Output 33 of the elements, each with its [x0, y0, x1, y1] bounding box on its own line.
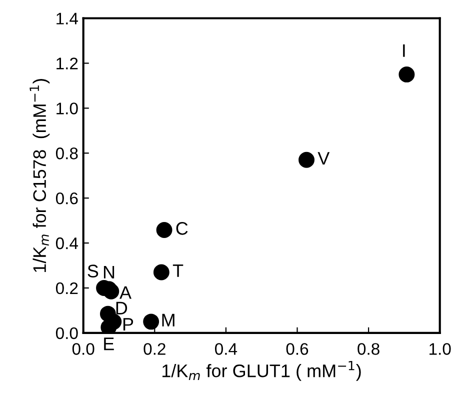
x-axis-title: 1/K$_{m}$ for GLUT1 ( mM$^{−1}$) [162, 360, 361, 381]
annotation: D [116, 302, 128, 314]
x-tick-label: 0.6 [286, 343, 308, 355]
point [153, 264, 170, 280]
point [398, 66, 415, 82]
point [143, 314, 160, 330]
point [100, 319, 117, 333]
annotation: N [104, 266, 114, 278]
x-tick-label: 0.0 [72, 343, 94, 355]
y-tick-label: 1.4 [56, 12, 78, 24]
x-tick-label: 1.0 [430, 343, 451, 355]
annotation: V [318, 152, 330, 165]
annotation: I [403, 44, 405, 57]
y-tick-label: 1.2 [56, 58, 78, 70]
x-tick-label: 0.4 [215, 343, 238, 355]
y-tick-label: 0.8 [56, 148, 78, 160]
y-tick-label: 1.0 [56, 102, 78, 114]
x-tick-label: 0.8 [358, 343, 380, 355]
y-tick-label: 0.0 [56, 327, 78, 340]
y-tick-label: 0.2 [56, 282, 78, 294]
y-tick-label: 0.4 [56, 237, 78, 250]
annotation: E [104, 338, 114, 350]
annotation: M [162, 314, 174, 326]
point [156, 222, 172, 238]
x-tick-label: 0.2 [144, 343, 166, 355]
annotation: T [172, 264, 184, 277]
annotation: C [176, 222, 188, 235]
annotation: A [120, 286, 132, 299]
point [298, 152, 314, 168]
annotation: P [123, 318, 134, 331]
y-axis-title: 1/K$_{m}$ for C1578 (mM$^{−1}$) [30, 78, 50, 272]
annotation: S [88, 264, 98, 278]
y-tick-label: 0.6 [56, 192, 78, 204]
